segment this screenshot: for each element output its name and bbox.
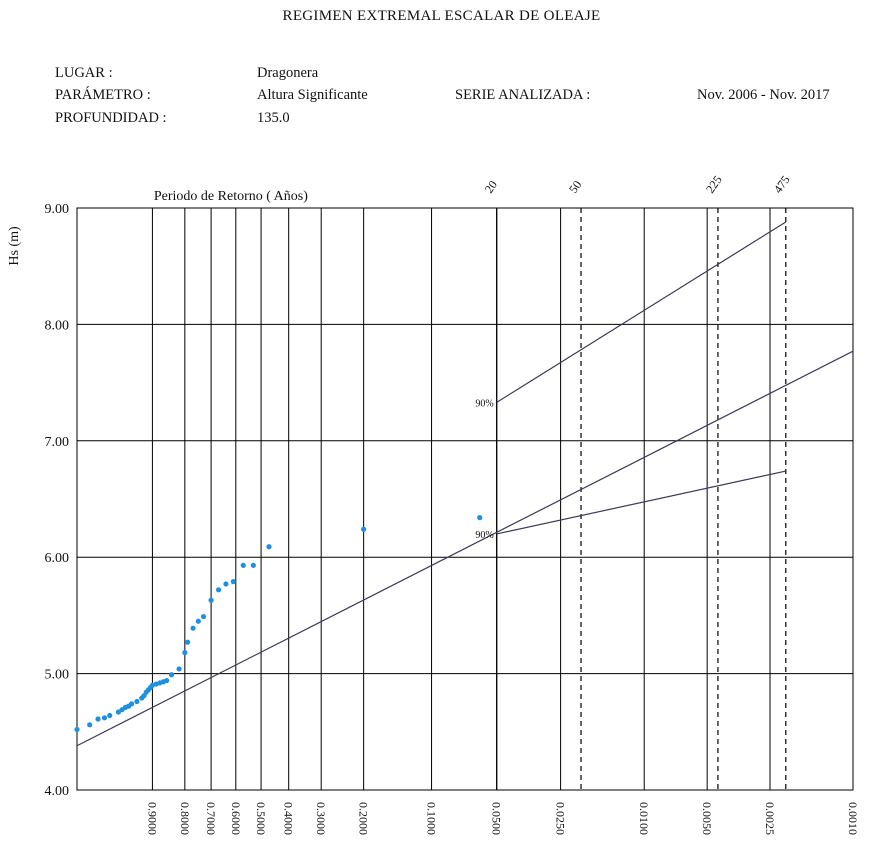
data-point [164,677,170,684]
x-tick-label: 0.8000 [178,802,192,835]
x-tick-label: 0.0100 [637,802,651,835]
data-point [95,716,101,722]
data-point [87,722,93,728]
confidence-upper-line [496,221,787,403]
return-period-label: 475 [771,173,793,196]
profundidad-value: 135.0 [257,110,290,126]
data-point [101,715,108,721]
page-title: REGIMEN EXTREMAL ESCALAR DE OLEAJE [282,8,601,24]
x-tick-label: 0.0050 [700,802,714,835]
data-point [182,650,188,656]
data-point [250,562,256,568]
y-tick-label: 9.00 [45,202,70,217]
data-point [128,701,135,707]
x-tick-label: 0.1000 [425,802,439,835]
y-tick-label: 6.00 [45,551,70,566]
parametro-value: Altura Significante [257,87,368,103]
serie-label: SERIE ANALIZADA : [455,87,591,103]
confidence-lower-line [496,470,786,535]
y-tick-label: 4.00 [45,784,70,799]
data-point [185,639,191,645]
data-point [107,712,113,719]
data-point [477,515,483,521]
data-point [215,587,222,593]
data-point [168,672,175,678]
return-period-label: 50 [566,178,584,196]
x-tick-label: 0.6000 [229,802,243,835]
data-point [134,698,140,705]
x-tick-label: 0.9000 [145,802,159,835]
data-point [361,526,367,532]
data-point [208,597,214,603]
data-point [240,562,246,568]
data-point [266,544,272,550]
confidence-upper-label: 90% [475,398,493,409]
data-point [230,579,236,585]
lugar-label: LUGAR : [55,65,113,81]
top-axis-title: Periodo de Retorno ( Años) [154,189,308,204]
x-tick-label: 0.0250 [554,802,568,835]
data-point [223,581,229,587]
return-period-label: 225 [703,173,725,196]
y-axis-label: Hs (m) [7,226,22,266]
data-point [195,618,201,624]
y-tick-label: 8.00 [45,318,70,333]
x-tick-label: 0.0500 [490,802,504,835]
data-point [176,666,182,672]
confidence-lower-label: 90% [475,530,493,541]
profundidad-label: PROFUNDIDAD : [55,110,167,126]
y-tick-label: 5.00 [45,668,70,683]
parametro-label: PARÁMETRO : [55,87,151,103]
plot-frame [76,207,854,791]
x-tick-label: 0.2000 [357,802,371,835]
data-point [74,726,80,733]
data-point [200,613,207,620]
x-tick-label: 0.3000 [314,802,328,835]
x-tick-label: 0.5000 [254,802,268,835]
y-tick-label: 7.00 [45,435,70,450]
serie-value: Nov. 2006 - Nov. 2017 [697,87,830,103]
x-tick-label: 0.0025 [763,802,777,835]
x-tick-label: 0.7000 [204,802,218,835]
x-tick-label: 0.4000 [282,802,296,835]
lugar-value: Dragonera [257,65,319,81]
fit-line [77,350,853,747]
data-point [190,625,196,631]
return-period-label: 20 [482,178,500,196]
x-tick-label: 0.0010 [846,802,860,835]
